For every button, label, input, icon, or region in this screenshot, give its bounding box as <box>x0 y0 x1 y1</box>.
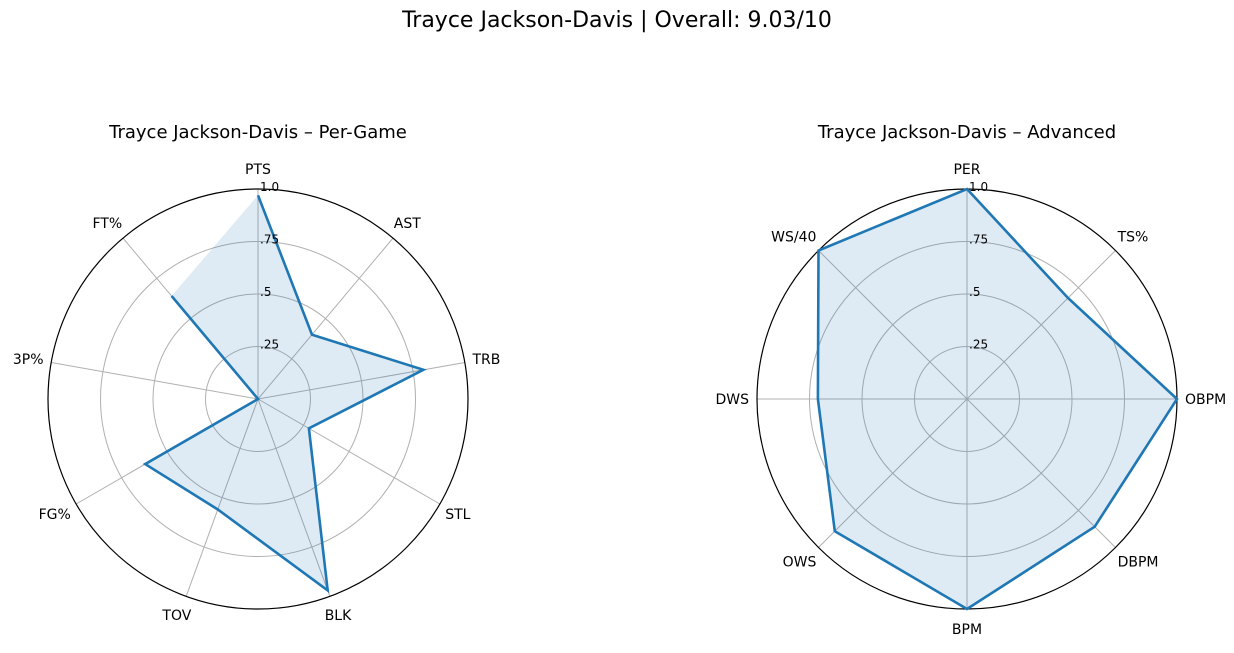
category-label-3p-: 3P% <box>13 352 44 368</box>
r-tick-label: .25 <box>260 338 279 352</box>
figure-title: Trayce Jackson-Davis | Overall: 9.03/10 <box>402 8 832 33</box>
category-label-stl: STL <box>445 507 470 523</box>
grid-circle <box>152 293 364 505</box>
grid-circle <box>861 293 1073 505</box>
polar-frame <box>47 188 469 610</box>
category-label-fg-: FG% <box>39 507 71 523</box>
grid-circle <box>205 346 311 452</box>
category-label-ast: AST <box>394 216 421 232</box>
per-game-series-line <box>142 194 427 594</box>
grid-circle <box>914 346 1020 452</box>
advanced-radar-chart: Trayce Jackson-Davis – Advanced .25 .5 .75… <box>715 122 1226 638</box>
r-tick-label: .75 <box>969 233 988 247</box>
r-tick-label: 1.0 <box>969 180 988 194</box>
advanced-series-line <box>816 187 1179 611</box>
r-tick-label: .5 <box>260 285 271 299</box>
r-tick-label: .5 <box>969 285 980 299</box>
category-label-trb: TRB <box>472 352 501 368</box>
category-label-ws-40: WS/40 <box>771 229 816 245</box>
advanced-chart-title: Trayce Jackson-Davis – Advanced <box>817 122 1116 143</box>
category-label-obpm: OBPM <box>1185 392 1226 408</box>
category-label-ows: OWS <box>783 555 817 571</box>
advanced-area-fill <box>817 189 1177 609</box>
per-game-radar-chart: Trayce Jackson-Davis – Per-Game .25 .5 .75… <box>13 122 501 624</box>
category-label-dws: DWS <box>715 392 749 408</box>
per-game-chart-title: Trayce Jackson-Davis – Per-Game <box>108 122 407 143</box>
category-label-bpm: BPM <box>952 622 982 638</box>
category-label-ft-: FT% <box>93 216 123 232</box>
category-label-per: PER <box>953 162 980 178</box>
grid-circle <box>809 241 1125 557</box>
r-tick-label: .25 <box>969 338 988 352</box>
r-tick-label: .75 <box>260 233 279 247</box>
grid-circle <box>100 241 416 557</box>
category-label-tov: TOV <box>161 608 191 624</box>
r-tick-label: 1.0 <box>260 180 279 194</box>
category-label-pts: PTS <box>245 162 271 178</box>
category-label-dbpm: DBPM <box>1118 555 1159 571</box>
per-game-area-fill <box>145 195 424 591</box>
category-label-blk: BLK <box>325 608 352 624</box>
category-label-ts-: TS% <box>1117 229 1149 245</box>
